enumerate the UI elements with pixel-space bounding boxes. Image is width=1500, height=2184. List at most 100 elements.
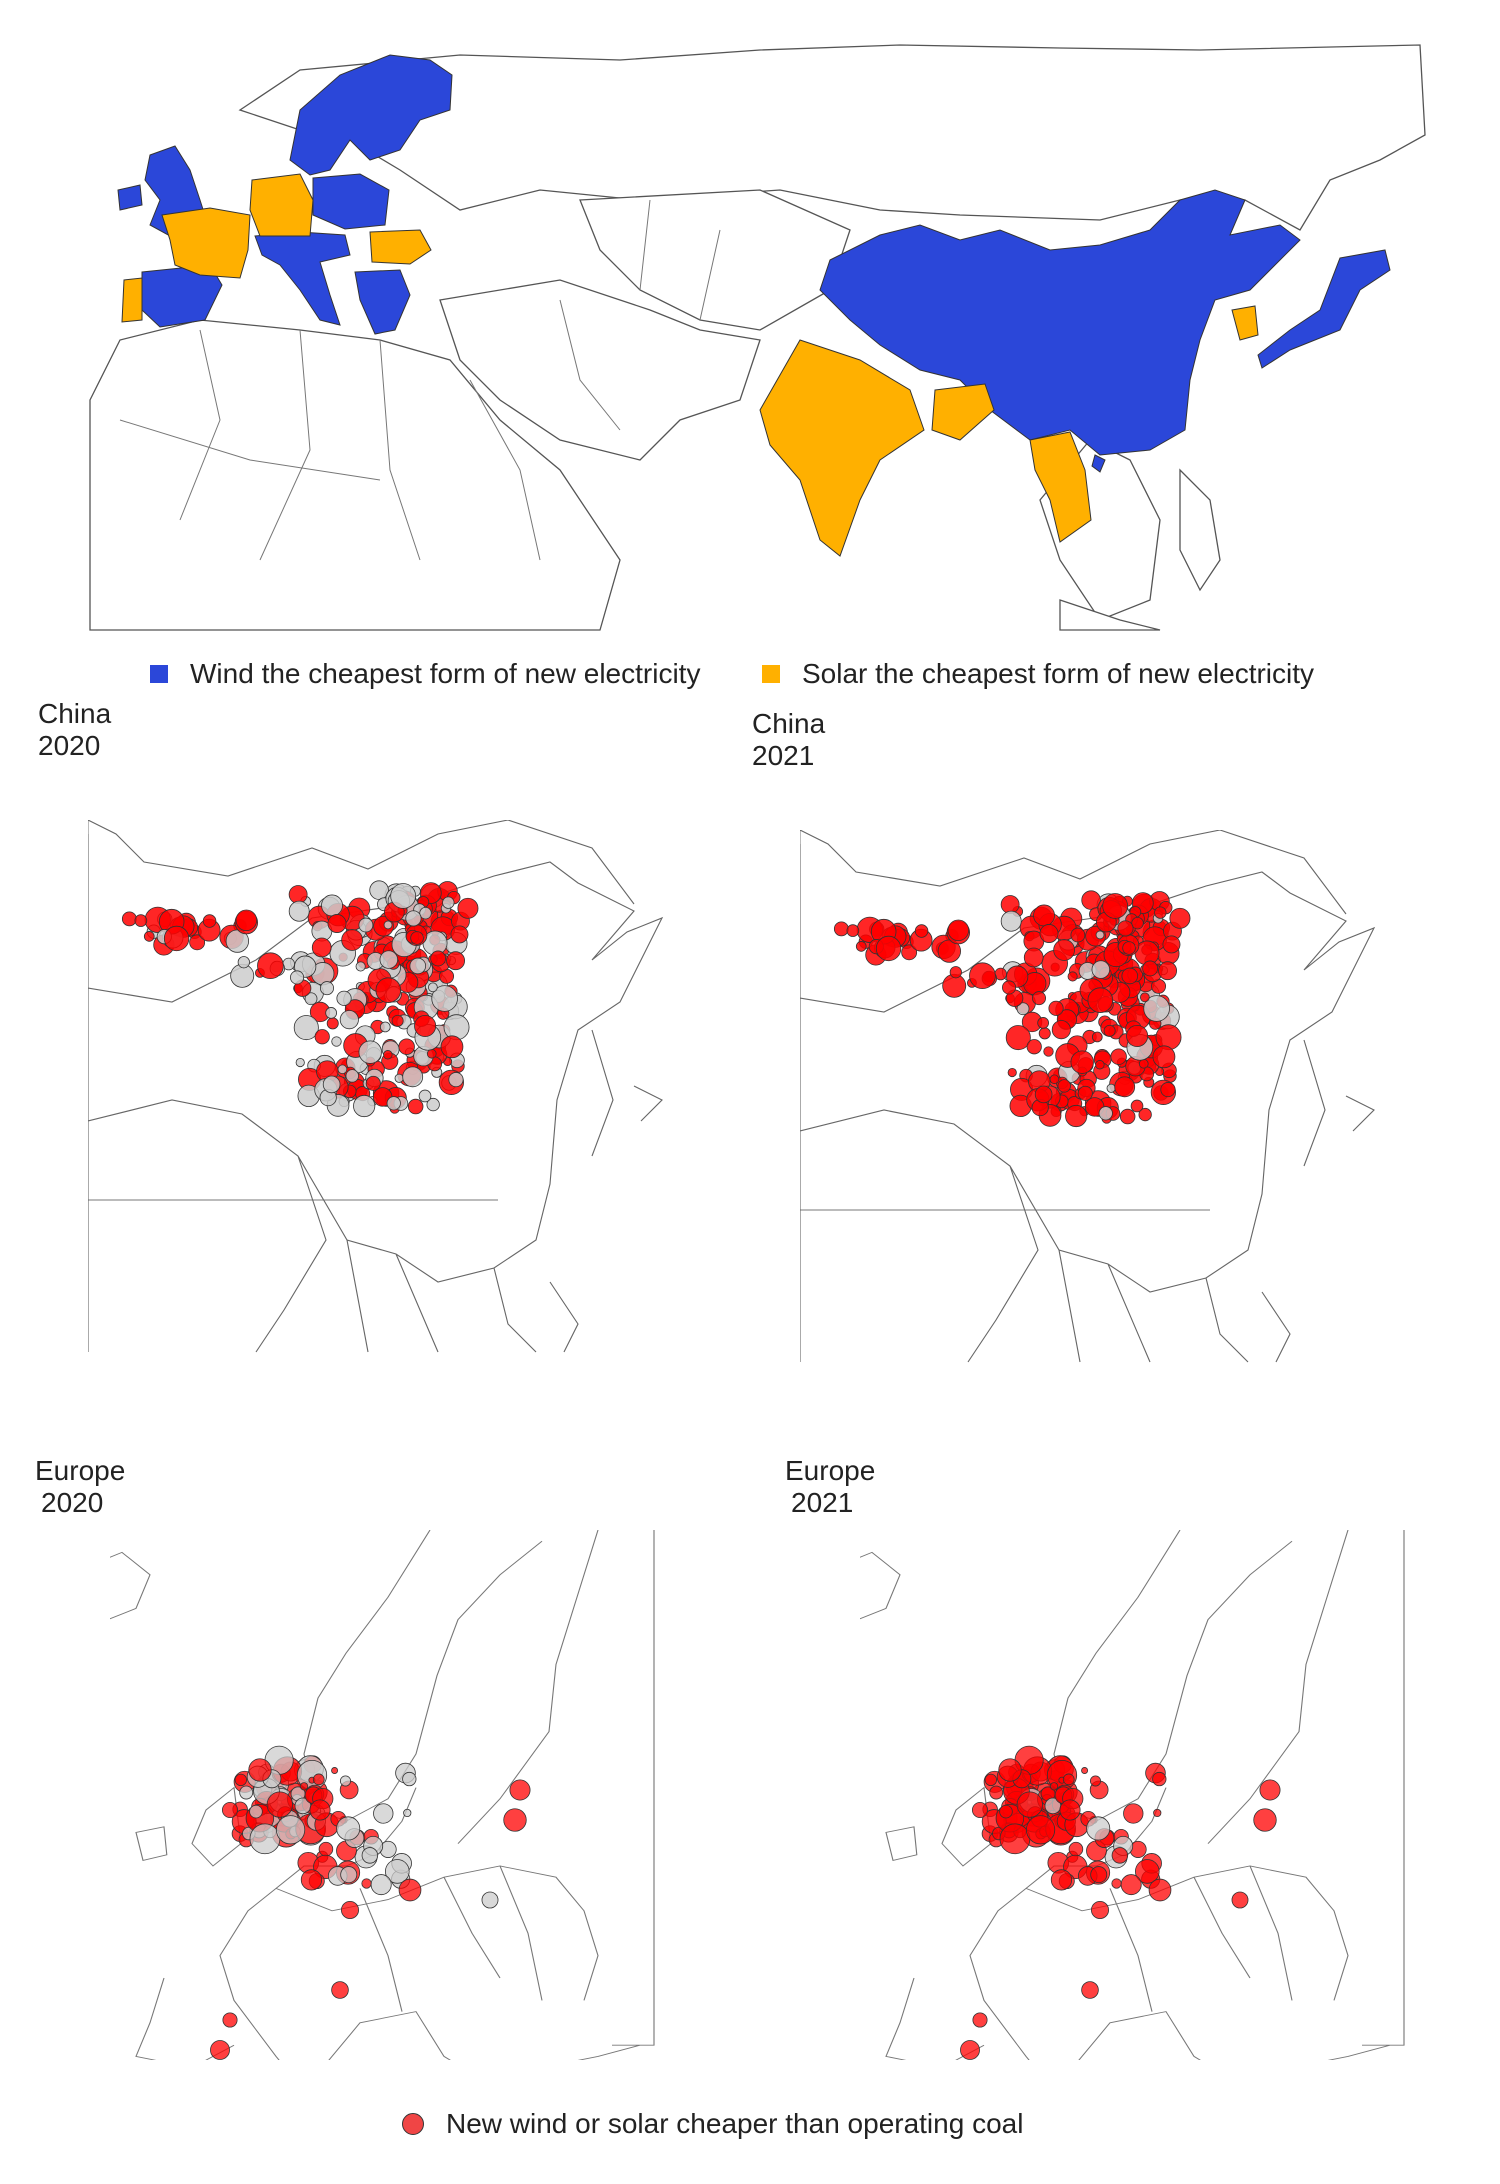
plant-dot-cheaper: [1111, 1847, 1129, 1864]
plant-dot: [373, 1803, 394, 1824]
plant-dot-cheaper: [1155, 1024, 1182, 1051]
poland: [312, 173, 390, 230]
plant-dot-cheaper: [960, 2040, 980, 2060]
legend-solar-label: Solar the cheapest form of new electrici…: [802, 658, 1315, 689]
plant-dot-cheaper: [189, 934, 206, 951]
panel-region: Europe: [785, 1455, 876, 1486]
plant-dot-cheaper: [971, 1801, 989, 1819]
plant-dot-cheaper: [410, 931, 424, 945]
plant-dot: [293, 1015, 319, 1041]
plant-dot-cheaper: [1057, 1079, 1071, 1093]
plant-dot-cheaper: [833, 921, 849, 937]
plant-dot: [379, 1021, 391, 1033]
italy-central-europe: [254, 231, 351, 326]
plant-dot-cheaper: [340, 1900, 360, 1920]
plant-dot: [402, 1066, 424, 1088]
plant-dot-cheaper: [1122, 941, 1136, 955]
plant-dot-cheaper: [1121, 967, 1139, 985]
plant-dot-cheaper: [972, 2012, 988, 2028]
legend-wind-label: Wind the cheapest form of new electricit…: [190, 658, 701, 689]
plant-dot-cheaper: [1103, 1024, 1116, 1037]
plant-dot: [358, 917, 374, 933]
plant-dot-cheaper: [1026, 1815, 1056, 1845]
plant-dot-cheaper: [1152, 1771, 1167, 1787]
plant-dot-cheaper: [299, 1782, 309, 1791]
plant-dot-cheaper: [1062, 1773, 1075, 1786]
plant-dot-cheaper: [414, 1014, 437, 1038]
plant-dot: [385, 1859, 410, 1884]
plant-dot-cheaper: [1002, 980, 1017, 995]
plant-dot-cheaper: [331, 1981, 349, 1999]
europe-2021-label: Europe 2021: [785, 1455, 875, 1519]
plant-dot: [319, 981, 335, 996]
plant-dot: [239, 1785, 254, 1800]
plant-dot-cheaper: [1095, 1060, 1105, 1070]
china-2020-label: China 2020: [38, 698, 111, 762]
plant-dot-cheaper: [914, 924, 929, 938]
plant-dot-cheaper: [875, 935, 902, 962]
plant-dot-cheaper: [1114, 1076, 1136, 1098]
europe-2020-label: Europe 2020: [35, 1455, 125, 1519]
plant-dot-cheaper: [210, 2040, 230, 2060]
plant-dot: [358, 1040, 382, 1064]
plant-dot-cheaper: [407, 1098, 424, 1115]
plant-dot-cheaper: [266, 1791, 293, 1818]
plant-dot-cheaper: [1152, 1045, 1176, 1069]
wind-swatch-icon: [150, 665, 168, 683]
red-circle-icon: [402, 2113, 424, 2135]
portugal: [121, 277, 143, 323]
plant-dot-cheaper: [1039, 924, 1059, 943]
plant-dot-cheaper: [309, 1799, 331, 1821]
plant-dot: [443, 1014, 470, 1041]
plant-dot: [1095, 930, 1105, 940]
plant-dot: [428, 982, 438, 993]
plant-dot-cheaper: [949, 966, 962, 979]
plant-dot: [1016, 1002, 1030, 1016]
plant-dot: [325, 1007, 338, 1019]
plant-dot: [295, 1057, 305, 1068]
plant-dot: [237, 956, 250, 969]
plant-dot-cheaper: [846, 924, 860, 937]
plant-dot-cheaper: [947, 919, 970, 942]
plant-dot: [448, 1072, 464, 1088]
plant-dot-cheaper: [1117, 920, 1134, 937]
plant-dot: [339, 1775, 351, 1787]
plant-dot: [403, 1808, 412, 1818]
plant-dot: [249, 1823, 281, 1855]
plant-dot-cheaper: [1169, 907, 1191, 929]
plant-dot-cheaper: [331, 1767, 339, 1774]
europe-2021-map: [860, 1530, 1405, 2060]
vietnam: [1029, 431, 1092, 543]
plant-dot-cheaper: [969, 962, 996, 990]
legend-wind: Wind the cheapest form of new electricit…: [150, 658, 700, 690]
plant-dot-cheaper: [361, 1878, 372, 1889]
plant-dot-cheaper: [121, 911, 137, 927]
nepal-region: [931, 383, 995, 441]
greece-balkans: [354, 269, 411, 335]
country-borders: [800, 830, 1376, 1363]
plant-dot-cheaper: [440, 1035, 464, 1059]
plant-dot-cheaper: [1162, 935, 1181, 954]
plant-dot: [1106, 1083, 1116, 1093]
plant-dot-cheaper: [1016, 1791, 1043, 1818]
country-borders: [88, 820, 664, 1353]
plant-dot: [1143, 995, 1170, 1022]
plant-dot-cheaper: [855, 941, 867, 952]
map-frame: [88, 820, 498, 1201]
plant-dot-cheaper: [1158, 961, 1178, 981]
plant-dot-cheaper: [1070, 927, 1086, 943]
plant-dot: [379, 950, 399, 969]
plant-dot-cheaper: [426, 1048, 437, 1059]
korea: [1231, 305, 1259, 341]
plant-dot: [426, 1097, 440, 1112]
legend-cheaper-than-coal: New wind or solar cheaper than operating…: [402, 2108, 1023, 2140]
plant-dot: [340, 1866, 358, 1884]
plant-dot-cheaper: [1065, 1104, 1088, 1128]
plant-dot: [383, 920, 393, 930]
plant-dot-cheaper: [457, 897, 479, 919]
europe-2020-map: [110, 1530, 655, 2060]
india: [759, 339, 925, 557]
plant-dot: [370, 1874, 392, 1896]
japan: [1257, 249, 1391, 369]
plant-dot-cheaper: [1031, 991, 1047, 1006]
